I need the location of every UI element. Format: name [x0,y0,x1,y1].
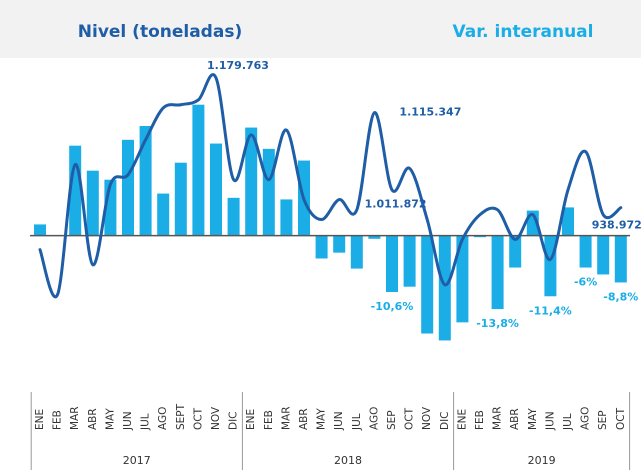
x-tick-label: OCT [615,407,627,430]
bar-value-label: -10,6% [371,300,414,313]
bar [245,127,258,236]
x-tick-label: SEP [386,410,398,430]
line-value-label: 1.115.347 [399,106,461,119]
bar [562,207,574,236]
group-label: 2019 [528,454,556,467]
bar [210,143,222,236]
x-tick-label: NOV [421,406,433,430]
bar [597,235,610,275]
x-tick-label: ABR [509,408,521,430]
bar [456,235,469,323]
x-tick-label: MAY [316,408,328,430]
x-tick-label: NOV [210,406,222,430]
x-tick-label: ABR [298,408,310,430]
bar [509,235,522,268]
line-value-label: 1.179.763 [207,59,269,72]
x-tick-label: ENE [34,409,46,430]
x-tick-label: OCT [404,407,416,430]
x-tick-label: SEP [597,410,609,430]
bar [350,235,363,269]
bar [262,148,275,236]
x-tick-label: JUL [140,413,152,431]
bar [474,235,486,238]
bar [333,235,346,253]
x-tick-label: FEB [52,410,64,430]
bar-value-label: -8,8% [603,290,638,303]
x-tick-label: ENE [456,409,468,430]
x-tick-label: JUN [333,411,345,431]
x-tick-label: MAY [527,408,539,430]
x-tick-label: MAR [492,406,504,430]
x-tick-label: JUN [122,411,134,431]
bar [139,125,152,236]
x-tick-label: MAY [104,408,116,430]
x-tick-label: OCT [192,407,204,430]
bar [614,235,627,283]
bar [438,235,451,341]
line [38,73,623,299]
bar [122,139,134,236]
bar-value-label: -11,4% [529,304,572,317]
bar [192,104,205,236]
bar-header: Var. interanual [453,22,594,42]
bar-value-label: -13,8% [476,317,519,330]
bar [579,235,592,268]
group-label: 2017 [123,454,151,467]
x-tick-label: AGO [157,407,169,430]
bar [368,235,381,239]
group-label: 2018 [334,454,362,467]
bar [386,235,398,293]
line-header: Nivel (toneladas) [78,22,242,42]
x-tick-label: SEPT [175,403,187,430]
line-value-label: 938.972 [592,219,641,232]
bar [491,235,504,310]
bar-value-label: -6% [574,276,597,289]
x-tick-label: DIC [228,411,240,430]
line-value-label: 1.011.872 [365,197,427,210]
bar [157,193,170,236]
x-tick-label: ENE [245,409,257,430]
bar [227,197,240,236]
bar [174,162,187,236]
header-band [0,0,641,58]
x-tick-label: MAR [69,406,81,430]
x-tick-label: JUN [544,411,556,431]
x-tick-label: AGO [580,407,592,430]
bar [280,199,293,236]
bar [315,235,328,259]
bar [421,235,434,334]
x-tick-label: JUL [351,413,363,431]
x-tick-label: FEB [474,410,486,430]
x-tick-label: FEB [263,410,275,430]
bar [403,235,416,287]
x-tick-label: DIC [439,411,451,430]
bar [34,224,46,236]
x-tick-label: MAR [280,406,292,430]
bar [86,170,99,236]
x-tick-label: JUL [562,413,574,431]
x-tick-label: ABR [87,408,99,430]
x-tick-label: AGO [368,407,380,430]
